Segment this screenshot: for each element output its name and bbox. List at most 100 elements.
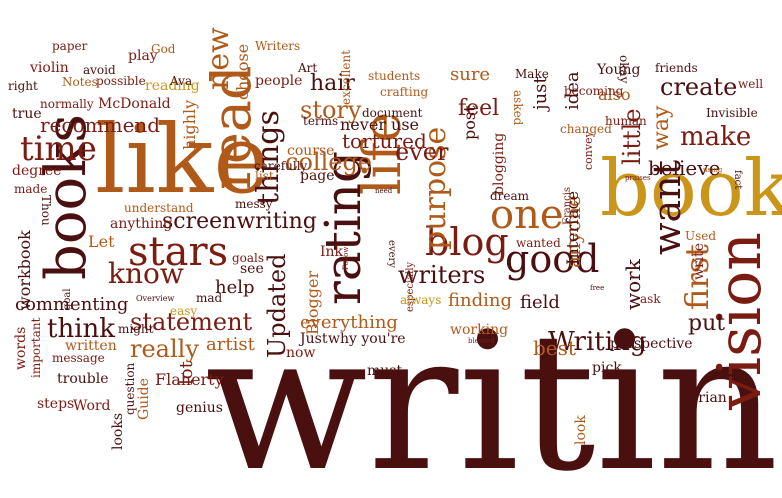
word-becoming: becoming (564, 84, 624, 98)
word-trouble: trouble (57, 371, 109, 387)
word-lot: lot (176, 360, 197, 385)
word-ask: ask (640, 292, 661, 306)
word-wanted: wanted (516, 236, 561, 250)
word-genius: genius (176, 400, 223, 416)
word-why-you-re: why you're (328, 331, 406, 347)
word-need: need (375, 187, 393, 195)
word-field: field (520, 292, 560, 313)
word-vision: vision (705, 232, 775, 411)
word-now: now (286, 345, 315, 361)
word-written: written (65, 338, 117, 354)
word-terms: terms (303, 114, 338, 128)
word-flaherty: Flaherty (155, 370, 224, 389)
word-ever: ever (395, 138, 449, 166)
word-work: work (621, 258, 645, 310)
word-free: free (590, 284, 604, 292)
word-post: post (460, 105, 479, 140)
word-new: new (201, 27, 236, 90)
word-human: human (605, 114, 647, 128)
word-good: good (505, 237, 599, 281)
word-choose: choose (233, 44, 252, 100)
word-commenting: commenting (15, 294, 128, 315)
word-purpose: purpose (418, 127, 453, 250)
word-life: life (353, 112, 413, 195)
word-one: one (490, 192, 564, 238)
word-mcdonald: McDonald (98, 96, 171, 112)
word-blogger: Blogger (303, 271, 322, 335)
word-create: create (660, 73, 737, 101)
word-praises: praises (625, 174, 651, 182)
word-make: make (680, 122, 751, 152)
word-asked: asked (511, 90, 525, 126)
word-reading: reading (145, 78, 200, 94)
word-ink: Ink (320, 244, 344, 260)
word-updated: Updated (263, 254, 291, 358)
word-using: using (703, 166, 723, 174)
word-finding: finding (448, 290, 512, 311)
word-idea: idea (562, 71, 583, 110)
word-hair: hair (310, 71, 355, 96)
word-must: must (367, 363, 402, 379)
word-right: right (8, 79, 38, 93)
word-looks: looks (110, 413, 126, 450)
word-let: Let (88, 232, 115, 251)
word-tortured: tortured (342, 129, 427, 153)
word-well: well (738, 77, 763, 91)
word-page: page (300, 168, 335, 184)
word-believe: believe (648, 156, 720, 180)
word-steps: steps (37, 396, 74, 412)
word-way: way (649, 105, 674, 150)
word-dream: dream (490, 189, 530, 203)
word-put: put (688, 311, 725, 336)
word-writing: Writing (548, 327, 646, 357)
word-easy: easy (170, 304, 197, 318)
word-everything: everything (300, 312, 398, 333)
word-just: Just (298, 331, 328, 347)
word-normally: normally (40, 97, 94, 111)
word-avoid: avoid (83, 63, 116, 77)
word-look: look (573, 415, 589, 445)
word-time: time (20, 129, 97, 169)
word-interface: Interface (563, 191, 582, 265)
word-highly: highly (180, 100, 199, 150)
word-art: Art (297, 61, 317, 75)
word-document: document (362, 106, 423, 120)
word-young: Young (596, 62, 640, 78)
word-degree: degree (12, 163, 61, 179)
word-play: play (128, 48, 158, 64)
word-follow: Follow (342, 247, 350, 270)
word-students: students (368, 69, 420, 83)
word-sure: sure (450, 64, 490, 85)
word-books: books (34, 114, 99, 280)
word-made: made (14, 182, 47, 196)
word-ava: Ava (169, 74, 192, 88)
word-never-use: never use (340, 115, 419, 134)
word-first: first (678, 244, 716, 310)
word-notes: Notes (62, 75, 98, 89)
word-rating: rating (314, 151, 372, 305)
word-just: just (530, 76, 551, 112)
word-anyone: anyone (561, 195, 585, 268)
word-invisible: Invisible (706, 106, 758, 120)
word-perspective: perspective (610, 336, 693, 352)
word-fact: fact (732, 170, 743, 189)
word-little: little (618, 108, 646, 165)
word-book: book (600, 144, 782, 234)
word-carefully: carefully (254, 159, 308, 173)
word-blog: blog (425, 220, 509, 264)
word-goals: goals (232, 251, 264, 265)
word-always: always (400, 293, 441, 307)
word-convey: convey (582, 130, 595, 170)
word-people: people (255, 73, 302, 89)
word-every: every (386, 240, 397, 268)
word-list: list (255, 169, 274, 183)
word-see: see (240, 261, 264, 277)
word-question: question (123, 362, 137, 415)
word-okay: okay (617, 55, 631, 84)
word-college: college (285, 148, 372, 176)
word-excellent: excellent (339, 50, 353, 105)
word-words: words (13, 327, 29, 370)
word-make: Make (515, 67, 549, 81)
word-messy: messy (235, 197, 273, 211)
